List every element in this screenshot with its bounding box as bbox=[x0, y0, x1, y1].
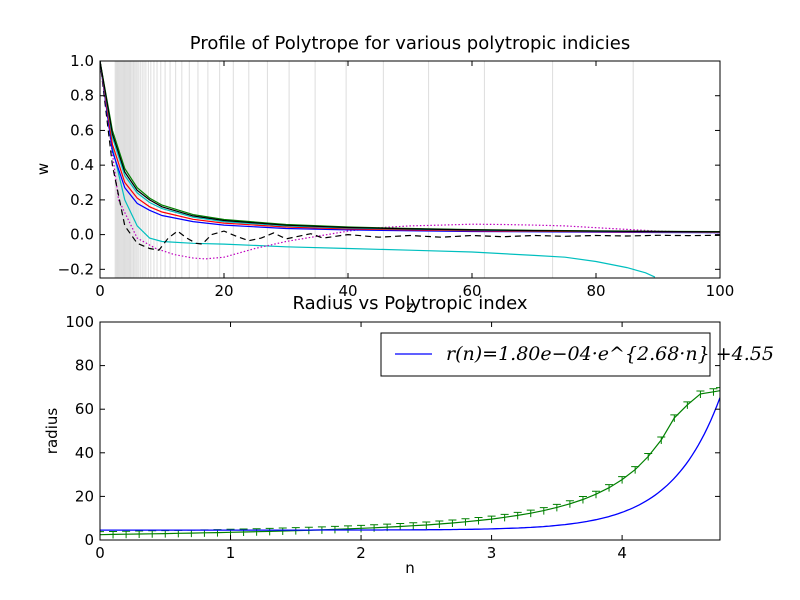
radius-x-tick-label: 2 bbox=[356, 544, 366, 562]
radius-data-point bbox=[657, 436, 666, 444]
radius-data-point bbox=[539, 507, 548, 515]
radius-data-point bbox=[278, 527, 287, 536]
profile-y-tick-label: 1.0 bbox=[70, 52, 94, 70]
radius-plot-frame bbox=[99, 321, 721, 541]
radius-y-tick-label: 20 bbox=[75, 487, 94, 505]
radius-data-point bbox=[716, 387, 720, 395]
radius-data-point bbox=[304, 526, 313, 535]
radius-data-point bbox=[357, 524, 366, 533]
profile-y-tick-label: 0.2 bbox=[70, 191, 94, 209]
radius-data-point bbox=[487, 515, 496, 524]
radius-data-point bbox=[565, 500, 574, 508]
profile-y-tick-label: 0.8 bbox=[70, 87, 94, 105]
radius-y-tick-label: 40 bbox=[75, 444, 94, 462]
radius-data-point bbox=[552, 503, 561, 512]
radius-y-tick-label: 0 bbox=[84, 531, 94, 549]
profile-plot-frame bbox=[99, 60, 721, 279]
radius-data-point bbox=[148, 530, 157, 538]
radius-data-point bbox=[709, 388, 718, 396]
radius-data-point bbox=[109, 530, 118, 539]
radius-data-point bbox=[435, 520, 444, 528]
profile-series-line bbox=[100, 61, 720, 251]
profile-series-line bbox=[100, 61, 656, 278]
radius-data-point bbox=[135, 530, 144, 539]
profile-y-label: w bbox=[34, 163, 52, 175]
radius-data-point bbox=[605, 484, 614, 492]
radius-data-point bbox=[631, 466, 640, 474]
radius-fit-curve bbox=[100, 397, 720, 531]
radius-data-point bbox=[513, 511, 522, 520]
profile-x-tick-label: 0 bbox=[95, 282, 105, 300]
profile-x-tick-label: 20 bbox=[214, 282, 233, 300]
radius-x-label: n bbox=[405, 559, 415, 577]
profile-x-tick-label: 80 bbox=[586, 282, 605, 300]
legend-label: r(n)=1.80e−04·e^{2.68·n} +4.55 bbox=[446, 343, 774, 365]
profile-series-line bbox=[100, 61, 720, 233]
radius-chart-title: Radius vs Polytropic index bbox=[292, 293, 527, 314]
profile-chart-title: Profile of Polytrope for various polytro… bbox=[190, 33, 630, 54]
radius-data-point bbox=[461, 518, 470, 526]
radius-data-point bbox=[122, 530, 131, 539]
radius-data-point bbox=[696, 390, 705, 398]
profile-y-tick-label: 0.6 bbox=[70, 121, 94, 139]
profile-y-tick-label: −0.2 bbox=[58, 260, 94, 278]
radius-data-point bbox=[422, 521, 431, 529]
radius-data-point bbox=[618, 476, 627, 484]
radius-y-tick-label: 80 bbox=[75, 357, 94, 375]
radius-x-tick-label: 0 bbox=[95, 544, 105, 562]
radius-data-point bbox=[526, 509, 535, 518]
profile-x-label: z bbox=[406, 298, 414, 316]
radius-data-point bbox=[291, 527, 300, 535]
profile-x-tick-label: 40 bbox=[338, 282, 357, 300]
radius-x-tick-label: 3 bbox=[487, 544, 497, 562]
radius-y-label: radius bbox=[43, 408, 61, 455]
profile-y-tick-label: 0.0 bbox=[70, 226, 94, 244]
radius-x-tick-label: 1 bbox=[226, 544, 236, 562]
radius-data-point bbox=[500, 513, 509, 522]
radius-y-tick-label: 100 bbox=[65, 313, 94, 331]
legend-box bbox=[380, 332, 711, 377]
profile-chart: 0 20 40 60 80 100 −0.2 0.0 0.2 0.4 0.6 0.8 1.0 Profi… bbox=[34, 33, 734, 316]
radius-data-point bbox=[578, 495, 587, 504]
radius-y-tick-label: 60 bbox=[75, 400, 94, 418]
radius-x-tick-label: 4 bbox=[617, 544, 627, 562]
legend: r(n)=1.80e−04·e^{2.68·n} +4.55 bbox=[380, 332, 774, 377]
radius-data-point bbox=[448, 519, 457, 527]
radius-data-point bbox=[100, 531, 104, 539]
radius-data-point bbox=[670, 414, 679, 422]
profile-y-tick-label: 0.4 bbox=[70, 156, 94, 174]
profile-x-tick-label: 100 bbox=[706, 282, 735, 300]
profile-x-tick-label: 60 bbox=[462, 282, 481, 300]
radius-data-point bbox=[644, 453, 653, 461]
radius-data-point bbox=[409, 522, 418, 530]
radius-data-point bbox=[683, 401, 692, 409]
radius-data-point bbox=[592, 490, 600, 499]
radius-data-point bbox=[474, 516, 483, 525]
